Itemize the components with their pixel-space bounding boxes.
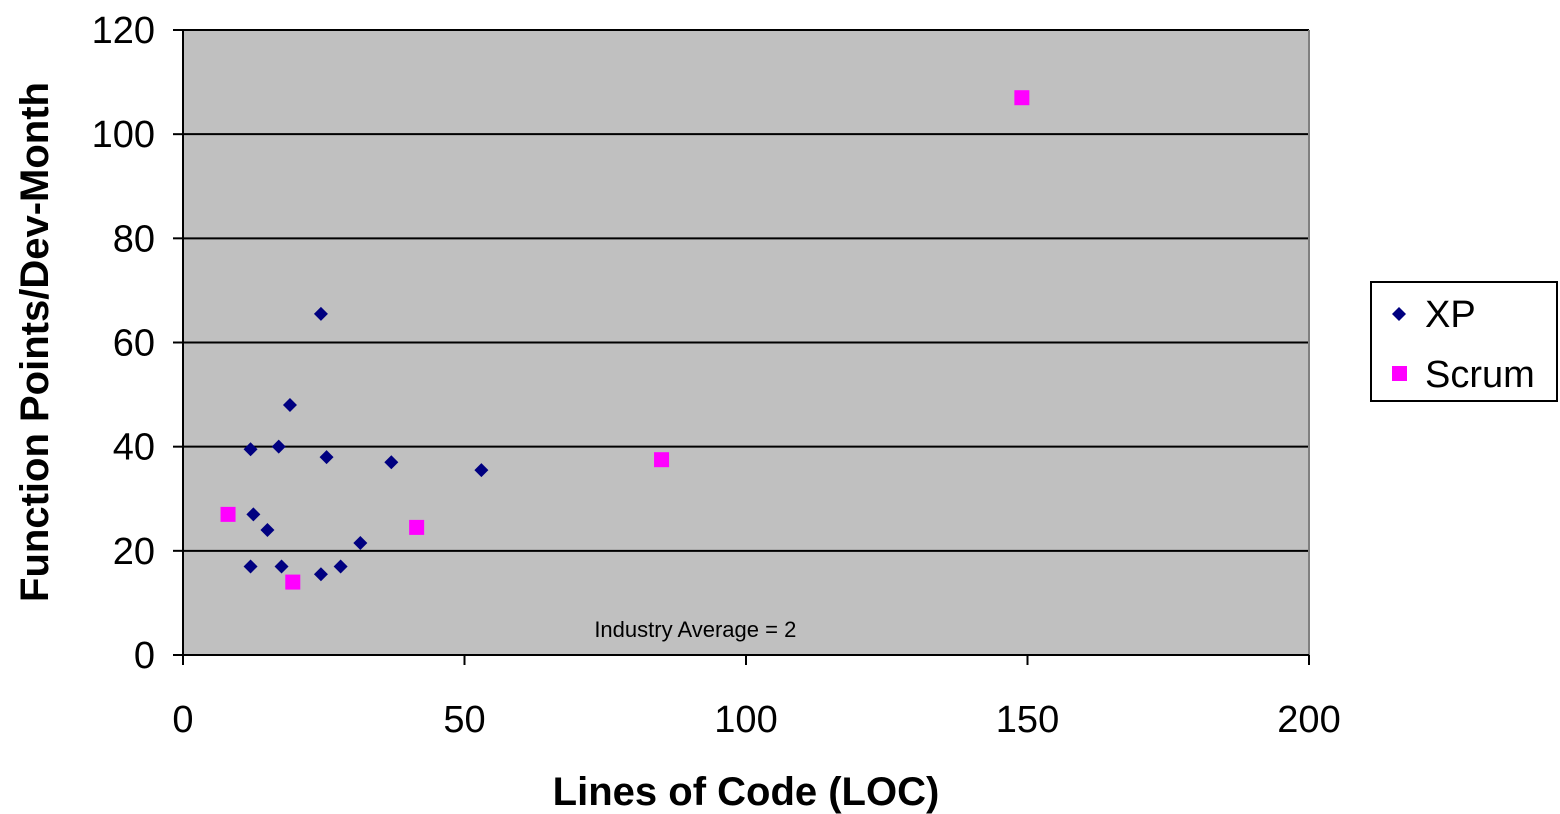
- scrum-point: [220, 506, 236, 522]
- y-tick-label: 80: [113, 218, 155, 260]
- xp-point: [313, 567, 328, 582]
- xp-point: [474, 463, 489, 478]
- xp-point: [260, 523, 275, 537]
- scrum-point: [285, 574, 301, 590]
- legend-scrum-square-icon: [1392, 366, 1407, 381]
- industry-average-annotation: Industry Average = 2: [594, 617, 796, 642]
- xp-point: [246, 507, 261, 522]
- legend-xp-label: XP: [1425, 294, 1476, 336]
- xp-point: [333, 559, 348, 574]
- xp-point: [274, 559, 289, 574]
- y-tick-label: 120: [92, 10, 155, 52]
- xp-point: [319, 450, 334, 465]
- scrum-point: [409, 519, 425, 535]
- y-tick-label: 20: [113, 531, 155, 573]
- axes: [173, 29, 1310, 665]
- legend-scrum-label: Scrum: [1425, 354, 1535, 396]
- legend-xp-diamond-icon: [1392, 307, 1406, 321]
- scrum-point: [654, 452, 670, 468]
- xp-point: [243, 442, 258, 457]
- tick-labels: 0 20 40 60 80 100 120 0 50 100 150 200: [92, 10, 1341, 741]
- x-tick-label: 150: [996, 699, 1059, 741]
- xp-point: [384, 455, 399, 470]
- xp-point: [353, 536, 368, 551]
- x-axis-title: Lines of Code (LOC): [553, 770, 940, 814]
- xp-point: [282, 398, 297, 412]
- y-tick-label: 60: [113, 323, 155, 365]
- legend-box: [1370, 281, 1558, 402]
- y-axis-title: Function Points/Dev-Month: [13, 82, 57, 602]
- x-tick-label: 0: [172, 699, 193, 741]
- legend: XP Scrum: [1370, 281, 1558, 402]
- x-tick-label: 100: [714, 699, 777, 741]
- data-points: [220, 90, 1030, 590]
- xp-point: [313, 306, 328, 321]
- gridlines: [183, 29, 1310, 655]
- scrum-point: [1014, 90, 1030, 106]
- y-tick-label: 0: [134, 635, 155, 677]
- xp-point: [243, 559, 258, 574]
- x-tick-label: 50: [443, 699, 485, 741]
- y-tick-label: 100: [92, 114, 155, 156]
- y-tick-label: 40: [113, 427, 155, 469]
- x-tick-label: 200: [1277, 699, 1340, 741]
- xp-point: [271, 439, 286, 454]
